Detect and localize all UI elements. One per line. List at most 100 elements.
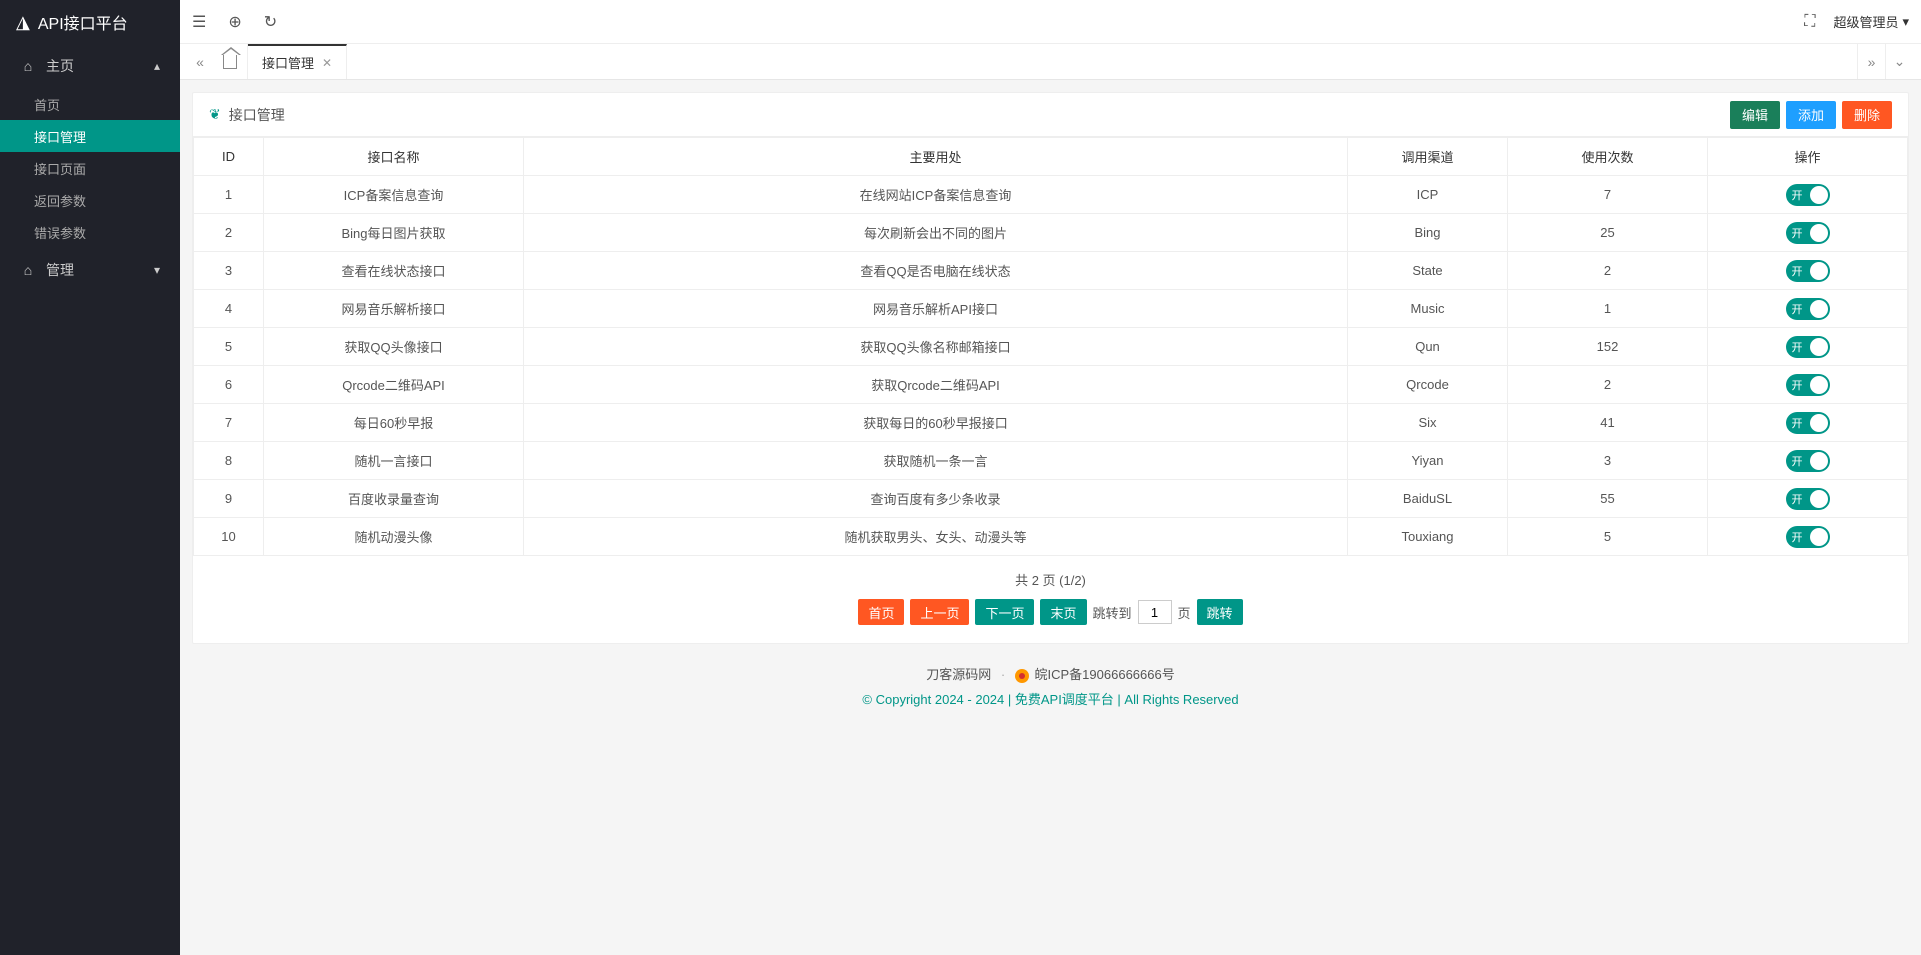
- table-row[interactable]: 10随机动漫头像随机获取男头、女头、动漫头等Touxiang5开: [194, 518, 1908, 556]
- cell-usage: 获取每日的60秒早报接口: [524, 404, 1348, 442]
- add-button[interactable]: 添加: [1786, 101, 1836, 129]
- cell-usage: 在线网站ICP备案信息查询: [524, 176, 1348, 214]
- chevron-down-icon: ▾: [154, 263, 160, 277]
- cell-name: 查看在线状态接口: [264, 252, 524, 290]
- chevron-down-icon: ▾: [1902, 14, 1909, 30]
- chevron-up-icon: ▴: [154, 59, 160, 73]
- separator: ·: [1001, 667, 1005, 682]
- fullscreen-icon[interactable]: ⛶: [1804, 13, 1815, 31]
- pager-prev[interactable]: 上一页: [910, 599, 969, 625]
- cell-name: 随机动漫头像: [264, 518, 524, 556]
- content-area: ❦ 接口管理 编辑 添加 删除 ID 接口名称 主要用处 调用渠道 使用次数: [180, 80, 1921, 955]
- pager-next[interactable]: 下一页: [975, 599, 1034, 625]
- cell-op: 开: [1708, 214, 1908, 252]
- sidebar-item-home[interactable]: 首页: [0, 88, 180, 120]
- nav-group-home[interactable]: ⌂ 主页 ▴: [0, 44, 180, 88]
- cell-id: 7: [194, 404, 264, 442]
- tabs-menu[interactable]: ⌄: [1885, 44, 1913, 79]
- status-switch[interactable]: 开: [1786, 450, 1830, 472]
- cell-count: 1: [1508, 290, 1708, 328]
- status-switch[interactable]: 开: [1786, 298, 1830, 320]
- brand-text: API接口平台: [38, 10, 128, 34]
- table-row[interactable]: 8随机一言接口获取随机一条一言Yiyan3开: [194, 442, 1908, 480]
- cell-usage: 获取随机一条一言: [524, 442, 1348, 480]
- delete-button[interactable]: 删除: [1842, 101, 1892, 129]
- table-row[interactable]: 2Bing每日图片获取每次刷新会出不同的图片Bing25开: [194, 214, 1908, 252]
- pagination: 共 2 页 (1/2) 首页 上一页 下一页 末页 跳转到 页 跳转: [193, 556, 1908, 643]
- table-row[interactable]: 9百度收录量查询查询百度有多少条收录BaiduSL55开: [194, 480, 1908, 518]
- leaf-icon: ❦: [209, 106, 221, 123]
- col-id: ID: [194, 138, 264, 176]
- cell-channel: Music: [1348, 290, 1508, 328]
- table-header-row: ID 接口名称 主要用处 调用渠道 使用次数 操作: [194, 138, 1908, 176]
- status-switch[interactable]: 开: [1786, 336, 1830, 358]
- cell-count: 2: [1508, 366, 1708, 404]
- tab-api-manage[interactable]: 接口管理 ✕: [248, 44, 347, 79]
- sidebar-item-label: 接口管理: [34, 127, 86, 146]
- col-usage: 主要用处: [524, 138, 1348, 176]
- table-row[interactable]: 3查看在线状态接口查看QQ是否电脑在线状态State2开: [194, 252, 1908, 290]
- topbar: ☰ ⊕ ↻ ⛶ 超级管理员 ▾: [180, 0, 1921, 44]
- cell-count: 3: [1508, 442, 1708, 480]
- home-icon: [223, 55, 237, 69]
- sidebar-item-label: 首页: [34, 95, 60, 114]
- col-channel: 调用渠道: [1348, 138, 1508, 176]
- pager-last[interactable]: 末页: [1040, 599, 1086, 625]
- pager-jump-input[interactable]: [1138, 600, 1172, 624]
- close-icon[interactable]: ✕: [322, 56, 332, 70]
- status-switch[interactable]: 开: [1786, 184, 1830, 206]
- edit-button[interactable]: 编辑: [1730, 101, 1780, 129]
- nav-group-manage-label: 管理: [46, 260, 74, 280]
- cell-channel: Qun: [1348, 328, 1508, 366]
- table-row[interactable]: 6Qrcode二维码API获取Qrcode二维码APIQrcode2开: [194, 366, 1908, 404]
- cell-name: 获取QQ头像接口: [264, 328, 524, 366]
- table-row[interactable]: 4网易音乐解析接口网易音乐解析API接口Music1开: [194, 290, 1908, 328]
- table-row[interactable]: 7每日60秒早报获取每日的60秒早报接口Six41开: [194, 404, 1908, 442]
- status-switch[interactable]: 开: [1786, 260, 1830, 282]
- cell-usage: 每次刷新会出不同的图片: [524, 214, 1348, 252]
- menu-toggle-icon[interactable]: ☰: [192, 12, 206, 32]
- pager-info: 共 2 页 (1/2): [193, 570, 1908, 589]
- nav-group-manage[interactable]: ⌂ 管理 ▾: [0, 248, 180, 292]
- cell-id: 6: [194, 366, 264, 404]
- sidebar-item-api-page[interactable]: 接口页面: [0, 152, 180, 184]
- footer-site[interactable]: 刀客源码网: [926, 667, 991, 682]
- cell-op: 开: [1708, 518, 1908, 556]
- api-table: ID 接口名称 主要用处 调用渠道 使用次数 操作 1ICP备案信息查询在线网站…: [193, 137, 1908, 556]
- cell-channel: Qrcode: [1348, 366, 1508, 404]
- tabs-bar: « 接口管理 ✕ » ⌄: [180, 44, 1921, 80]
- status-switch[interactable]: 开: [1786, 412, 1830, 434]
- tab-home[interactable]: [212, 44, 248, 79]
- cell-op: 开: [1708, 176, 1908, 214]
- globe-icon[interactable]: ⊕: [228, 12, 241, 32]
- status-switch[interactable]: 开: [1786, 222, 1830, 244]
- sidebar-item-return-params[interactable]: 返回参数: [0, 184, 180, 216]
- status-switch[interactable]: 开: [1786, 488, 1830, 510]
- cell-usage: 获取Qrcode二维码API: [524, 366, 1348, 404]
- table-row[interactable]: 5获取QQ头像接口获取QQ头像名称邮箱接口Qun152开: [194, 328, 1908, 366]
- manage-icon: ⌂: [20, 262, 36, 278]
- cell-id: 9: [194, 480, 264, 518]
- sidebar: ◮ API接口平台 ⌂ 主页 ▴ 首页 接口管理 接口页面 返回参数 错误参数 …: [0, 0, 180, 955]
- user-menu[interactable]: 超级管理员 ▾: [1833, 12, 1909, 31]
- cell-channel: BaiduSL: [1348, 480, 1508, 518]
- cell-channel: Bing: [1348, 214, 1508, 252]
- tabs-scroll-right[interactable]: »: [1857, 44, 1885, 79]
- status-switch[interactable]: 开: [1786, 526, 1830, 548]
- pager-first[interactable]: 首页: [858, 599, 904, 625]
- sidebar-item-api-manage[interactable]: 接口管理: [0, 120, 180, 152]
- nav-group-home-label: 主页: [46, 56, 74, 76]
- sidebar-item-error-params[interactable]: 错误参数: [0, 216, 180, 248]
- cell-name: 百度收录量查询: [264, 480, 524, 518]
- sidebar-item-label: 返回参数: [34, 191, 86, 210]
- table-row[interactable]: 1ICP备案信息查询在线网站ICP备案信息查询ICP7开: [194, 176, 1908, 214]
- pager-jump-button[interactable]: 跳转: [1197, 599, 1243, 625]
- tabs-scroll-left[interactable]: «: [188, 44, 212, 79]
- footer-icp[interactable]: 皖ICP备19066666666号: [1035, 667, 1175, 682]
- police-badge-icon: [1015, 669, 1029, 683]
- refresh-icon[interactable]: ↻: [264, 12, 277, 32]
- footer: 刀客源码网 · 皖ICP备19066666666号 © Copyright 20…: [192, 644, 1909, 738]
- cell-id: 3: [194, 252, 264, 290]
- cell-count: 41: [1508, 404, 1708, 442]
- status-switch[interactable]: 开: [1786, 374, 1830, 396]
